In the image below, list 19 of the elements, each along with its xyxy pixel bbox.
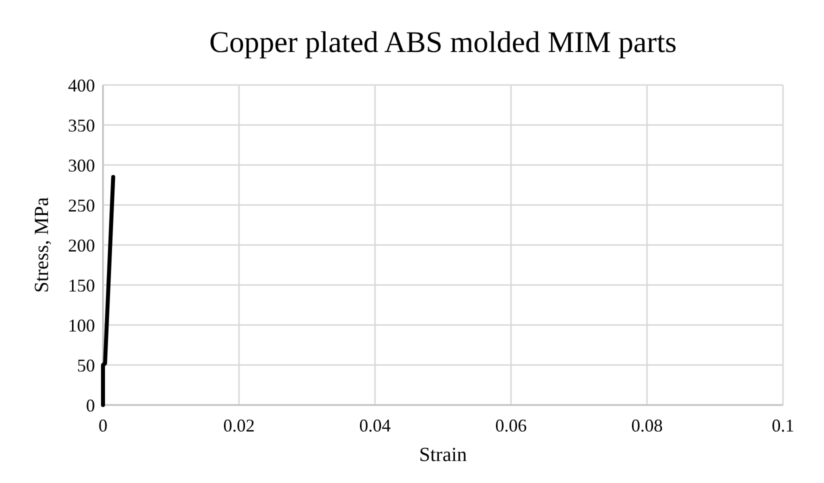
- y-tick-label: 100: [68, 315, 95, 336]
- x-tick-label: 0.02: [223, 416, 255, 436]
- chart-title: Copper plated ABS molded MIM parts: [209, 26, 677, 59]
- y-tick-label: 250: [68, 195, 95, 216]
- y-axis-title: Stress, MPa: [31, 197, 53, 293]
- x-tick-label: 0.06: [495, 416, 527, 436]
- y-tick-label: 400: [68, 75, 95, 96]
- line-series: [101, 175, 116, 407]
- x-axis-title: Strain: [419, 444, 467, 466]
- y-tick-label: 350: [68, 115, 95, 136]
- y-tick-label: 300: [68, 155, 95, 176]
- x-tick-label: 0: [98, 416, 108, 436]
- y-tick-label: 0: [86, 395, 95, 416]
- y-tick-label: 150: [68, 275, 95, 296]
- x-tick-label: 0.1: [772, 416, 794, 436]
- y-tick-label: 50: [77, 355, 95, 376]
- x-tick-label: 0.08: [631, 416, 663, 436]
- x-tick-label: 0.04: [359, 416, 391, 436]
- y-tick-label: 200: [68, 235, 95, 256]
